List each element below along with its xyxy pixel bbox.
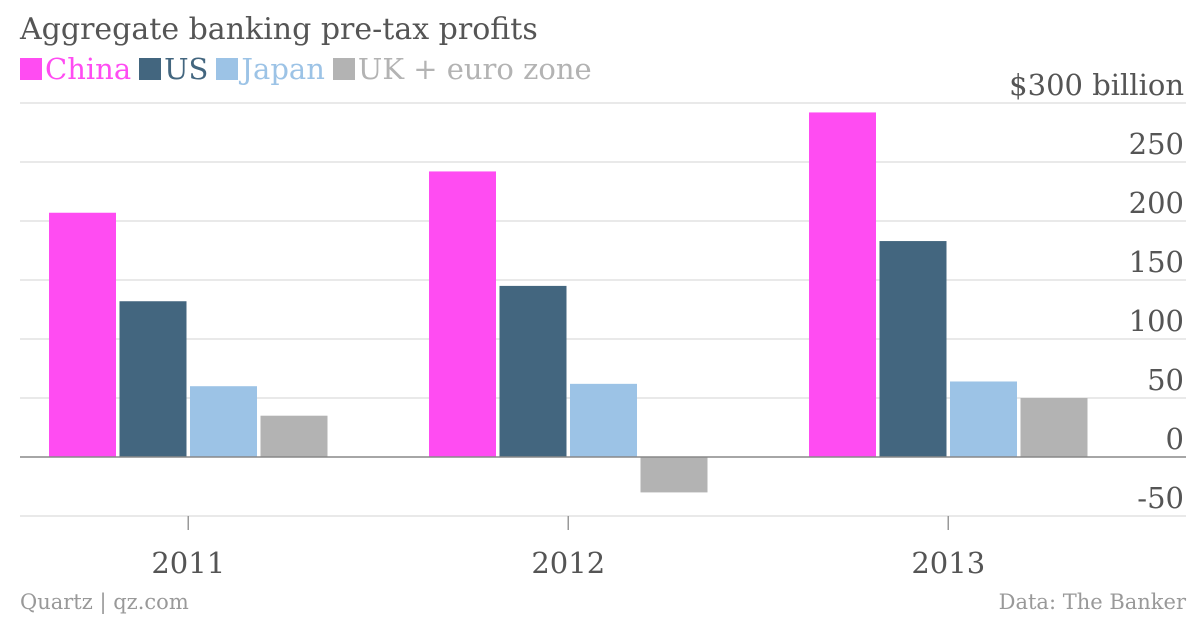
bar-uk-euro-zone-2012 [640,457,708,493]
y-tick-label: 250 [1129,127,1184,161]
legend-swatch [139,58,162,80]
credit-text: Quartz | qz.com [20,590,189,614]
chart-title: Aggregate banking pre-tax profits [20,12,538,47]
y-tick-label: 100 [1129,304,1184,338]
legend-label: China [45,52,132,86]
bar-uk-euro-zone-2013 [1020,398,1088,457]
bar-china-2011 [49,212,116,457]
bar-japan-2012 [570,383,637,457]
bar-china-2013 [809,112,876,457]
bar-us-2013 [879,241,947,457]
bar-uk-euro-zone-2011 [260,415,328,457]
bar-japan-2011 [190,386,257,457]
legend-item: UK + euro zone [332,52,592,86]
x-tick-label: 2011 [151,546,225,580]
source-text: Data: The Banker [998,590,1186,614]
bar-us-2012 [499,285,567,457]
legend-item: Japan [216,52,325,86]
legend-swatch [332,58,355,80]
legend-swatch [216,58,239,80]
legend-label: UK + euro zone [357,52,592,86]
legend-label: US [164,52,209,86]
y-tick-label: -50 [1137,481,1184,515]
legend-item: US [139,52,208,86]
x-tick-label: 2013 [911,546,985,580]
legend-item: China [20,52,131,86]
bar-us-2011 [119,301,187,457]
x-tick-label: 2012 [531,546,605,580]
bar-japan-2013 [950,381,1017,457]
legend-swatch [20,58,42,80]
legend-label: Japan [241,52,325,86]
y-tick-label: 0 [1166,422,1184,456]
bar-china-2012 [429,171,496,457]
bars [49,112,1088,493]
y-tick-label: $300 billion [1009,68,1184,102]
chart-legend: China US Japan UK + euro zone [20,52,600,86]
axes: -50 0 50 100 150 200 250 $300 billion 2011 2012 20… [20,68,1186,580]
y-tick-label: 50 [1147,363,1184,397]
y-tick-label: 200 [1129,186,1184,220]
y-tick-label: 150 [1129,245,1184,279]
